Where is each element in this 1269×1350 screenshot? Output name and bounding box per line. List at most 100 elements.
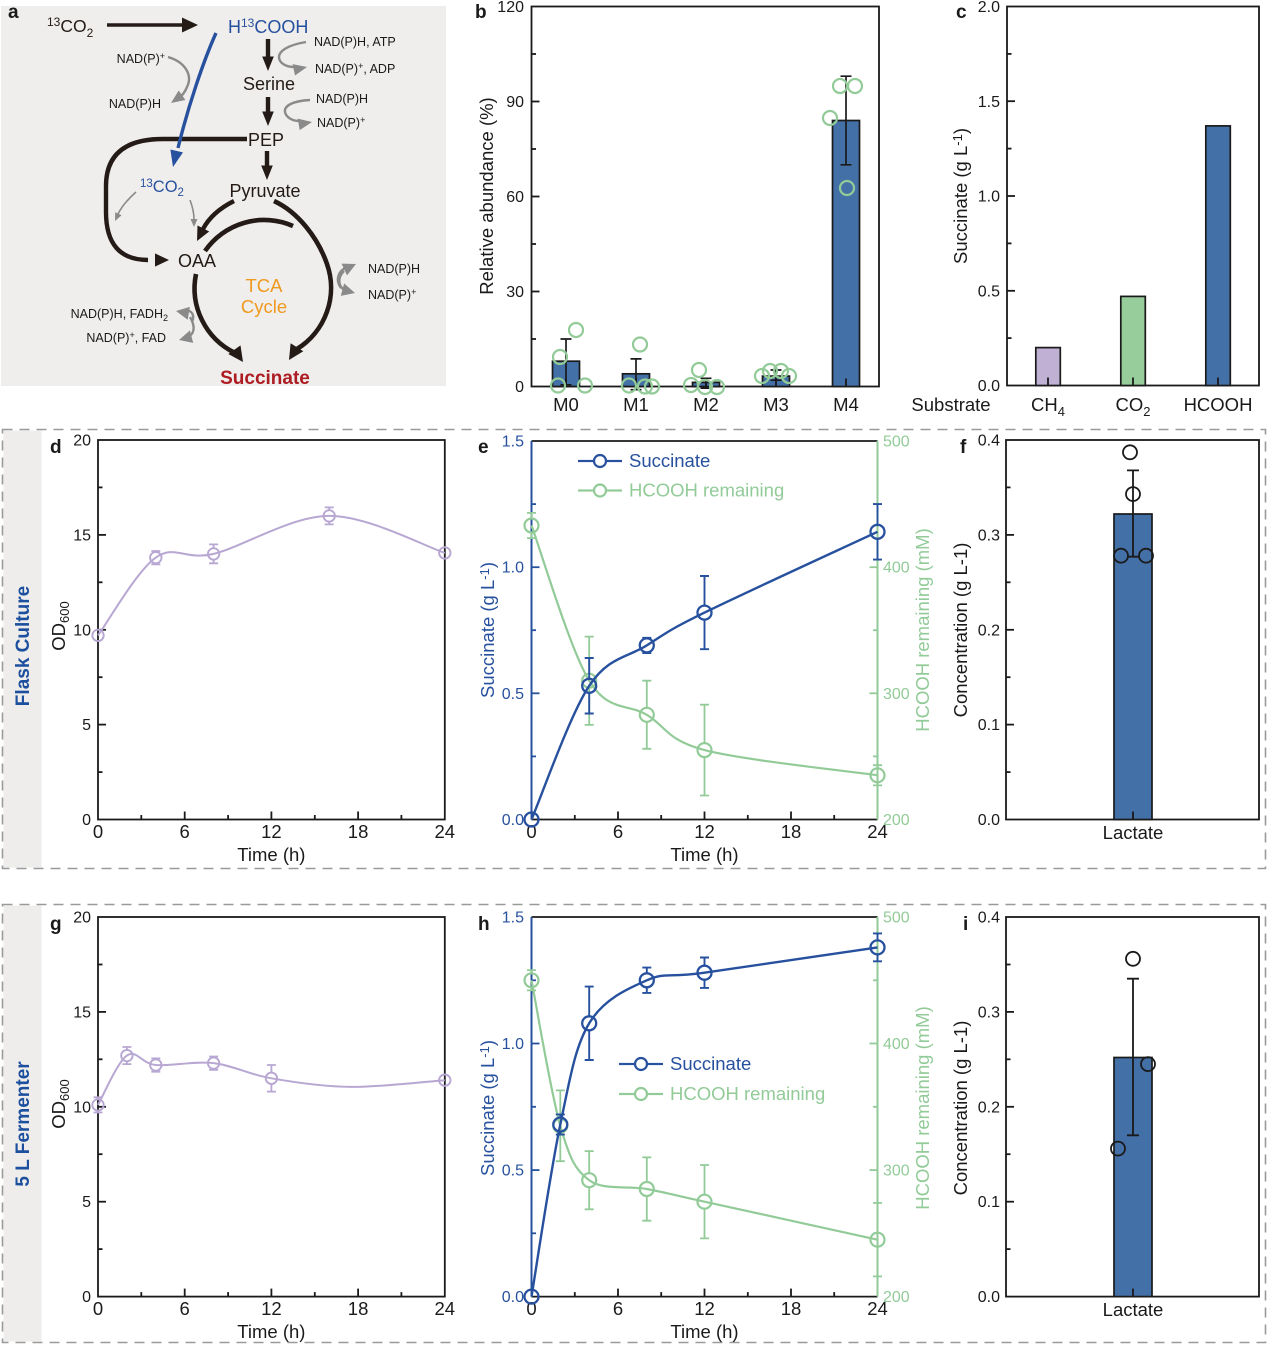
svg-text:12: 12 bbox=[694, 1298, 715, 1319]
svg-text:12: 12 bbox=[261, 1298, 282, 1319]
svg-text:HCOOH remaining (mM): HCOOH remaining (mM) bbox=[912, 1006, 933, 1210]
svg-text:18: 18 bbox=[348, 821, 369, 842]
svg-text:Succinate: Succinate bbox=[670, 1053, 751, 1074]
svg-text:0: 0 bbox=[82, 1289, 91, 1306]
svg-text:H13COOH: H13COOH bbox=[228, 16, 308, 37]
svg-text:b: b bbox=[475, 2, 487, 23]
svg-text:0.5: 0.5 bbox=[502, 686, 524, 703]
svg-text:Relative abundance (%): Relative abundance (%) bbox=[476, 97, 497, 294]
svg-text:M1: M1 bbox=[623, 394, 649, 415]
svg-text:24: 24 bbox=[867, 821, 888, 842]
svg-text:NAD(P)+: NAD(P)+ bbox=[368, 287, 416, 302]
svg-text:Lactate: Lactate bbox=[1103, 1299, 1164, 1320]
svg-text:Lactate: Lactate bbox=[1103, 822, 1164, 843]
svg-text:200: 200 bbox=[883, 1289, 910, 1306]
svg-text:0.0: 0.0 bbox=[978, 378, 1000, 395]
svg-text:HCOOH remaining: HCOOH remaining bbox=[670, 1083, 825, 1104]
svg-text:0.0: 0.0 bbox=[502, 1289, 524, 1306]
svg-text:NAD(P)+, FAD: NAD(P)+, FAD bbox=[86, 330, 166, 345]
svg-text:1.5: 1.5 bbox=[502, 910, 524, 927]
svg-text:5: 5 bbox=[82, 717, 91, 734]
svg-text:6: 6 bbox=[613, 1298, 623, 1319]
svg-text:OD600: OD600 bbox=[48, 1079, 72, 1128]
svg-text:0.1: 0.1 bbox=[978, 717, 1000, 734]
svg-text:1.5: 1.5 bbox=[502, 434, 524, 451]
svg-text:0.3: 0.3 bbox=[978, 1004, 1000, 1021]
svg-text:OD600: OD600 bbox=[48, 601, 72, 650]
svg-text:30: 30 bbox=[506, 284, 524, 301]
svg-text:0.2: 0.2 bbox=[978, 1099, 1000, 1116]
svg-text:0.0: 0.0 bbox=[978, 1289, 1000, 1306]
svg-text:20: 20 bbox=[73, 910, 91, 927]
svg-text:1.0: 1.0 bbox=[502, 560, 524, 577]
svg-text:OAA: OAA bbox=[178, 251, 216, 271]
svg-text:Time (h): Time (h) bbox=[237, 844, 305, 865]
svg-text:HCOOH remaining (mM): HCOOH remaining (mM) bbox=[912, 528, 933, 732]
svg-text:Pyruvate: Pyruvate bbox=[229, 181, 300, 201]
svg-text:Cycle: Cycle bbox=[241, 296, 287, 317]
svg-text:500: 500 bbox=[883, 434, 910, 451]
svg-text:10: 10 bbox=[73, 622, 91, 639]
svg-text:20: 20 bbox=[73, 433, 91, 450]
svg-text:18: 18 bbox=[348, 1298, 369, 1319]
svg-text:5 L Fermenter: 5 L Fermenter bbox=[13, 1061, 34, 1187]
svg-text:Concentration (g L-1): Concentration (g L-1) bbox=[950, 1021, 971, 1196]
svg-text:f: f bbox=[960, 437, 967, 458]
svg-text:300: 300 bbox=[883, 1163, 910, 1180]
svg-text:13CO2: 13CO2 bbox=[47, 15, 94, 40]
svg-text:NAD(P)+: NAD(P)+ bbox=[117, 51, 165, 66]
svg-text:0.4: 0.4 bbox=[978, 433, 1000, 450]
svg-text:TCA: TCA bbox=[246, 275, 284, 296]
svg-text:500: 500 bbox=[883, 910, 910, 927]
svg-text:12: 12 bbox=[694, 821, 715, 842]
svg-text:e: e bbox=[478, 437, 489, 458]
svg-text:NAD(P)H, ATP: NAD(P)H, ATP bbox=[314, 35, 396, 49]
svg-text:18: 18 bbox=[781, 821, 802, 842]
svg-text:Time (h): Time (h) bbox=[237, 1321, 305, 1342]
svg-text:400: 400 bbox=[883, 1036, 910, 1053]
svg-text:a: a bbox=[8, 2, 19, 23]
svg-text:15: 15 bbox=[73, 1004, 91, 1021]
svg-text:15: 15 bbox=[73, 527, 91, 544]
svg-text:Flask Culture: Flask Culture bbox=[13, 586, 34, 706]
svg-text:Succinate: Succinate bbox=[629, 450, 710, 471]
svg-text:13CO2: 13CO2 bbox=[140, 178, 184, 199]
svg-text:0: 0 bbox=[515, 379, 524, 396]
svg-text:6: 6 bbox=[613, 821, 623, 842]
svg-text:5: 5 bbox=[82, 1194, 91, 1211]
svg-text:0: 0 bbox=[526, 821, 536, 842]
svg-text:0.1: 0.1 bbox=[978, 1194, 1000, 1211]
svg-text:0.0: 0.0 bbox=[978, 812, 1000, 829]
svg-text:NAD(P)H: NAD(P)H bbox=[316, 92, 368, 106]
svg-text:Succinate: Succinate bbox=[220, 368, 310, 389]
svg-text:d: d bbox=[50, 437, 62, 458]
svg-text:Time (h): Time (h) bbox=[670, 844, 738, 865]
svg-text:Concentration (g L-1): Concentration (g L-1) bbox=[950, 543, 971, 718]
svg-text:NAD(P)H: NAD(P)H bbox=[368, 262, 420, 276]
svg-text:M3: M3 bbox=[763, 394, 789, 415]
svg-text:0.2: 0.2 bbox=[978, 622, 1000, 639]
svg-text:0.5: 0.5 bbox=[502, 1163, 524, 1180]
svg-text:Succinate (g L-1): Succinate (g L-1) bbox=[477, 1040, 498, 1176]
svg-text:0: 0 bbox=[93, 821, 103, 842]
svg-text:0.3: 0.3 bbox=[978, 527, 1000, 544]
svg-text:c: c bbox=[956, 2, 967, 23]
svg-text:Substrate: Substrate bbox=[911, 394, 990, 415]
svg-text:1.5: 1.5 bbox=[978, 94, 1000, 111]
svg-text:1.0: 1.0 bbox=[978, 189, 1000, 206]
svg-text:1.0: 1.0 bbox=[502, 1036, 524, 1053]
svg-text:HCOOH remaining: HCOOH remaining bbox=[629, 480, 784, 501]
svg-text:g: g bbox=[50, 914, 62, 935]
svg-text:PEP: PEP bbox=[248, 130, 284, 150]
svg-text:6: 6 bbox=[180, 821, 190, 842]
svg-text:0.5: 0.5 bbox=[978, 283, 1000, 300]
svg-text:Time (h): Time (h) bbox=[670, 1321, 738, 1342]
svg-text:400: 400 bbox=[883, 560, 910, 577]
svg-text:M4: M4 bbox=[833, 394, 859, 415]
svg-text:M0: M0 bbox=[553, 394, 579, 415]
svg-text:90: 90 bbox=[506, 94, 524, 111]
svg-text:NAD(P)+, ADP: NAD(P)+, ADP bbox=[315, 61, 395, 76]
svg-text:10: 10 bbox=[73, 1099, 91, 1116]
svg-text:18: 18 bbox=[781, 1298, 802, 1319]
svg-text:60: 60 bbox=[506, 189, 524, 206]
